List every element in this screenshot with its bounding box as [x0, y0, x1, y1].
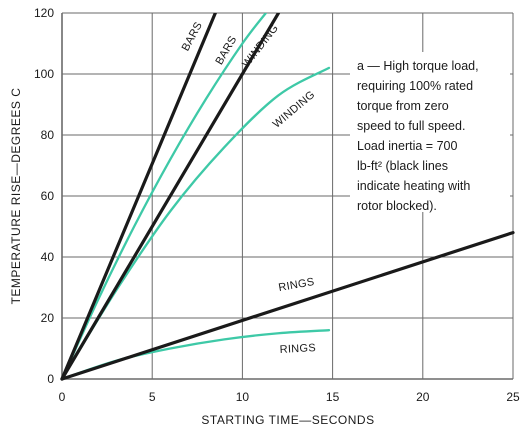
series-label-rings: RINGS	[279, 342, 316, 356]
annotation-line: requiring 100% rated	[357, 79, 473, 93]
x-tick-label: 25	[506, 390, 520, 404]
annotation-line: lb-ft² (black lines	[357, 159, 448, 173]
annotation-line: Load inertia = 700	[357, 139, 457, 153]
series-line-bars-black	[60, 13, 217, 381]
x-tick-label: 5	[149, 390, 156, 404]
series-line-winding-black	[60, 13, 281, 381]
annotation-line: a — High torque load,	[357, 59, 479, 73]
annotation-line: torque from zero	[357, 99, 449, 113]
y-tick-label: 0	[47, 372, 54, 386]
y-tick-label: 60	[41, 189, 55, 203]
annotation-line: speed to full speed.	[357, 119, 465, 133]
annotation-line: indicate heating with	[357, 179, 470, 193]
series-line-bars-green	[60, 13, 268, 381]
series-lines	[60, 13, 515, 381]
y-tick-label: 80	[41, 128, 55, 142]
y-axis-title: TEMPERATURE RISE—DEGREES C	[9, 88, 23, 305]
y-tick-label: 20	[41, 311, 55, 325]
chart-annotation: a — High torque load, requiring 100% rat…	[350, 52, 510, 213]
series-label-rings: RINGS	[278, 276, 316, 294]
y-tick-label: 120	[34, 6, 54, 20]
x-tick-label: 10	[236, 390, 250, 404]
annotation-line: rotor blocked).	[357, 199, 437, 213]
x-tick-labels: 0 5 10 15 20 25	[59, 390, 520, 404]
y-tick-labels: 0 20 40 60 80 100 120	[34, 6, 54, 386]
x-tick-label: 15	[326, 390, 340, 404]
series-label-bars: BARS	[213, 34, 239, 67]
y-tick-label: 40	[41, 250, 55, 264]
series-label-winding: WINDING	[240, 22, 281, 70]
x-axis-title: STARTING TIME—SECONDS	[201, 413, 374, 427]
x-tick-label: 0	[59, 390, 66, 404]
annotation-background	[350, 52, 510, 212]
y-tick-label: 100	[34, 67, 54, 81]
series-line-rings-black	[60, 231, 515, 381]
x-tick-label: 20	[416, 390, 430, 404]
